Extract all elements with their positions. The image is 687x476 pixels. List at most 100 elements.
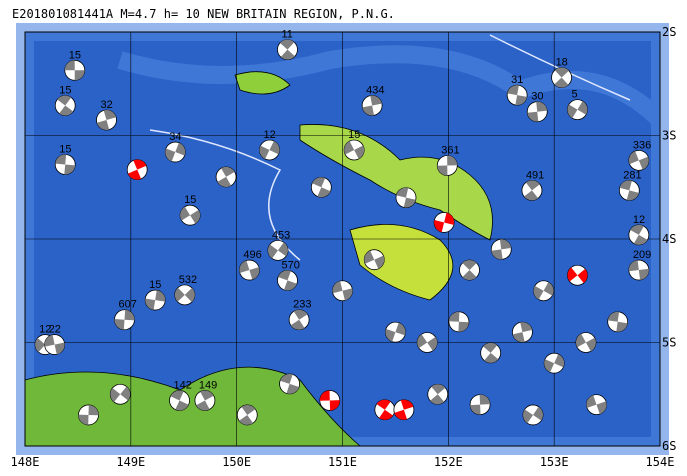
beachball-quadrant	[575, 333, 596, 352]
event-label: 15	[69, 49, 81, 61]
beachball	[374, 399, 396, 421]
beachball-quadrant	[417, 334, 438, 351]
beachball-quadrant	[128, 159, 147, 180]
beachball	[288, 309, 310, 331]
beachball	[194, 390, 216, 411]
beachball	[279, 373, 300, 395]
y-tick-label: 2S	[662, 25, 676, 39]
beachball-quadrant	[385, 322, 406, 342]
beachball	[586, 394, 607, 416]
beachball	[54, 154, 76, 175]
beachball-quadrant	[319, 390, 340, 411]
event-label: 15	[59, 143, 71, 155]
beachball	[416, 332, 438, 353]
y-tick-label: 4S	[662, 232, 676, 246]
event-label: 233	[293, 299, 311, 311]
event-label: 532	[179, 274, 197, 286]
beachball-quadrant	[267, 242, 288, 259]
beachball-quadrant	[44, 334, 65, 355]
beachball	[490, 238, 512, 260]
beachball-quadrant	[567, 267, 588, 283]
y-tick-label: 6S	[662, 439, 676, 453]
beachball	[277, 39, 298, 60]
event-label: 12	[633, 214, 645, 226]
beachball	[164, 141, 186, 163]
beachball	[238, 259, 260, 281]
x-tick-label: 154E	[646, 455, 675, 469]
beachball-quadrant	[448, 311, 469, 332]
beachball-quadrant	[364, 250, 385, 269]
beachball-quadrant	[544, 354, 565, 373]
x-tick-label: 151E	[328, 455, 357, 469]
beachball	[469, 394, 491, 416]
beachball	[480, 342, 502, 364]
beachball-quadrant	[554, 67, 569, 88]
beachball	[567, 264, 588, 286]
beachball-quadrant	[491, 239, 512, 260]
beachball	[215, 166, 237, 188]
beachball-quadrant	[217, 166, 235, 187]
y-tick-label: 5S	[662, 336, 676, 350]
beachball-quadrant	[280, 39, 295, 60]
beachball	[54, 95, 76, 116]
beachball	[448, 311, 470, 333]
beachball-quadrant	[280, 373, 300, 394]
beachball	[343, 139, 365, 161]
beachball	[78, 404, 99, 426]
map-frame	[24, 31, 661, 447]
beachball-quadrant	[57, 95, 74, 116]
beachball	[259, 139, 280, 161]
event-label: 149	[199, 379, 217, 391]
beachball-quadrant	[96, 110, 117, 130]
beachball-quadrant	[470, 394, 491, 415]
beachball-quadrant	[78, 405, 99, 425]
beachball-quadrant	[259, 141, 280, 159]
beachball	[277, 269, 298, 291]
beachball-quadrant	[239, 404, 256, 425]
beachball-quadrant	[524, 180, 540, 201]
beachball-quadrant	[527, 101, 548, 122]
event-label: 31	[511, 74, 523, 86]
beachball	[506, 84, 528, 106]
beachball	[174, 284, 196, 306]
event-label: 491	[526, 169, 544, 181]
beachball	[567, 99, 588, 121]
beachball	[109, 383, 131, 405]
event-label: 15	[184, 194, 196, 206]
beachball	[44, 334, 66, 355]
event-label: 570	[281, 259, 299, 271]
beachball-quadrant	[114, 309, 135, 330]
beachball	[126, 159, 148, 181]
beachball-quadrant	[628, 151, 649, 170]
beachball-quadrant	[110, 386, 131, 402]
beachball	[363, 249, 385, 271]
event-label: 453	[272, 229, 290, 241]
beachball	[459, 259, 480, 281]
event-label: 18	[556, 57, 568, 69]
event-label: 12	[39, 324, 51, 336]
beachball	[319, 390, 341, 411]
beachball	[628, 149, 650, 171]
event-label: 336	[633, 139, 651, 151]
beachball	[618, 179, 640, 201]
beachball	[96, 109, 117, 131]
x-tick-label: 148E	[11, 455, 40, 469]
event-label: 607	[118, 299, 136, 311]
beachball-quadrant	[607, 311, 628, 332]
beachball	[575, 332, 597, 353]
beachball-quadrant	[180, 206, 201, 224]
beachball-quadrant	[630, 224, 648, 245]
beachball	[332, 280, 353, 302]
beachball-quadrant	[376, 399, 393, 420]
beachball-quadrant	[507, 85, 527, 106]
beachball-quadrant	[462, 260, 477, 281]
event-label: 496	[243, 249, 261, 261]
beachball-quadrant	[362, 95, 382, 116]
event-label: 11	[281, 29, 292, 41]
beachball	[144, 289, 166, 311]
beachball-quadrant	[394, 399, 414, 420]
beachball-quadrant	[586, 395, 607, 415]
beachball	[114, 309, 135, 331]
beachball-quadrant	[567, 101, 588, 119]
